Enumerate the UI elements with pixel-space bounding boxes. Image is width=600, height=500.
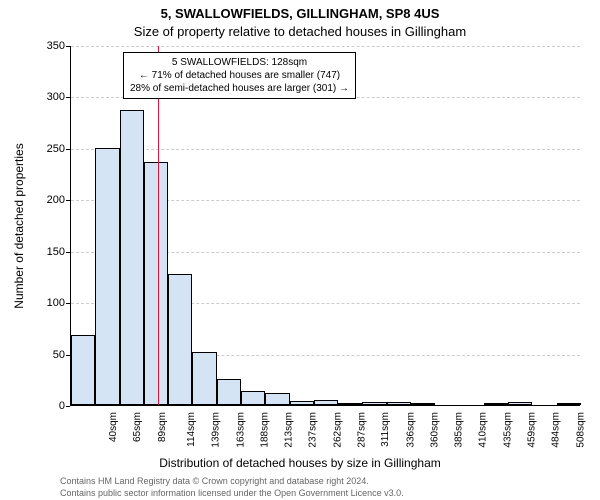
- plot-area: 5 SWALLOWFIELDS: 128sqm ← 71% of detache…: [70, 46, 580, 406]
- x-tick-label: 484sqm: [551, 412, 562, 448]
- histogram-bar: [241, 391, 265, 405]
- histogram-bar: [120, 110, 144, 405]
- histogram-bar: [387, 402, 411, 405]
- histogram-bar: [557, 403, 581, 405]
- x-tick-label: 410sqm: [478, 412, 489, 448]
- marker-line: [158, 46, 159, 405]
- x-tick-label: 114sqm: [186, 412, 197, 447]
- histogram-bar: [265, 393, 289, 405]
- y-tick-label: 300: [35, 91, 65, 103]
- histogram-bar: [508, 402, 532, 405]
- x-tick-label: 508sqm: [575, 412, 586, 448]
- y-tick-label: 200: [35, 194, 65, 206]
- footer-line1: Contains HM Land Registry data © Crown c…: [60, 476, 369, 486]
- x-tick-label: 262sqm: [332, 412, 343, 448]
- gridline: [71, 46, 580, 47]
- annotation-line2: ← 71% of detached houses are smaller (74…: [130, 69, 349, 82]
- histogram-bar: [95, 148, 119, 405]
- x-axis-label: Distribution of detached houses by size …: [0, 456, 600, 470]
- annotation-box: 5 SWALLOWFIELDS: 128sqm ← 71% of detache…: [123, 52, 356, 99]
- chart-title-line1: 5, SWALLOWFIELDS, GILLINGHAM, SP8 4US: [0, 6, 600, 21]
- x-tick-label: 188sqm: [259, 412, 270, 448]
- histogram-bar: [168, 274, 192, 405]
- x-tick-label: 163sqm: [235, 412, 246, 448]
- y-tick-label: 50: [35, 349, 65, 361]
- y-axis-label: Number of detached properties: [12, 143, 26, 308]
- histogram-bar: [217, 379, 241, 405]
- y-tick-label: 150: [35, 246, 65, 258]
- histogram-bar: [71, 335, 95, 405]
- histogram-bar: [144, 162, 168, 405]
- x-tick-label: 311sqm: [380, 412, 391, 447]
- chart-title-line2: Size of property relative to detached ho…: [0, 24, 600, 39]
- y-tick-mark: [66, 406, 70, 407]
- gridline: [71, 149, 580, 150]
- x-tick-label: 89sqm: [157, 412, 168, 442]
- x-tick-label: 435sqm: [502, 412, 513, 448]
- y-tick-label: 0: [35, 400, 65, 412]
- annotation-line3: 28% of semi-detached houses are larger (…: [130, 82, 349, 95]
- x-tick-label: 360sqm: [429, 412, 440, 448]
- histogram-bar: [192, 352, 216, 405]
- histogram-bar: [362, 402, 386, 405]
- histogram-bar: [290, 401, 314, 405]
- y-tick-label: 250: [35, 143, 65, 155]
- x-tick-label: 459sqm: [527, 412, 538, 448]
- x-tick-label: 40sqm: [108, 412, 119, 442]
- y-tick-label: 350: [35, 40, 65, 52]
- chart-container: 5, SWALLOWFIELDS, GILLINGHAM, SP8 4US Si…: [0, 0, 600, 500]
- x-tick-label: 385sqm: [454, 412, 465, 448]
- histogram-bar: [411, 403, 435, 405]
- footer-line2: Contains public sector information licen…: [60, 488, 404, 498]
- x-tick-label: 287sqm: [357, 412, 368, 448]
- x-tick-label: 213sqm: [284, 412, 295, 448]
- histogram-bar: [338, 403, 362, 405]
- x-tick-label: 237sqm: [308, 412, 319, 448]
- x-tick-label: 65sqm: [132, 412, 143, 442]
- annotation-line1: 5 SWALLOWFIELDS: 128sqm: [130, 56, 349, 69]
- histogram-bar: [314, 400, 338, 405]
- x-tick-label: 139sqm: [211, 412, 222, 448]
- histogram-bar: [484, 403, 508, 405]
- y-tick-label: 100: [35, 297, 65, 309]
- x-tick-label: 336sqm: [405, 412, 416, 448]
